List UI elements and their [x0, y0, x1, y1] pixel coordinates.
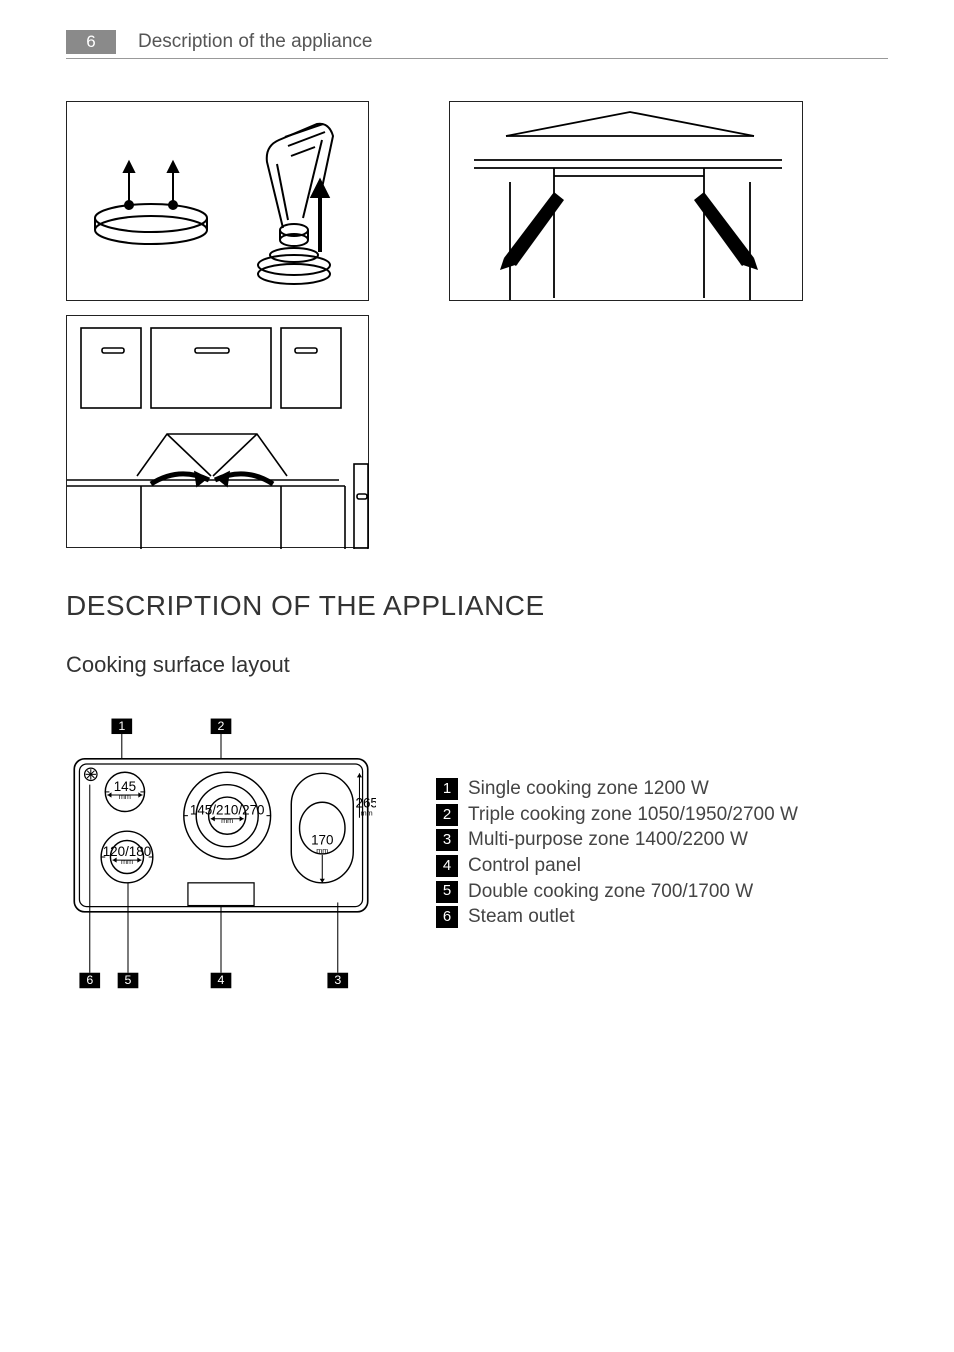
legend-badge: 6 [436, 906, 458, 928]
illustration-leveling-feet [66, 101, 369, 301]
legend-text: Double cooking zone 700/1700 W [468, 879, 753, 905]
page-header-text: Description of the appliance [138, 31, 372, 53]
svg-text:mm: mm [121, 857, 133, 866]
legend-item: 2 Triple cooking zone 1050/1950/2700 W [436, 802, 888, 828]
legend-item: 6 Steam outlet [436, 904, 888, 930]
svg-text:mm: mm [361, 809, 373, 818]
legend-text: Multi-purpose zone 1400/2200 W [468, 827, 748, 853]
legend-text: Control panel [468, 853, 581, 879]
legend-item: 5 Double cooking zone 700/1700 W [436, 879, 888, 905]
hob-layout-diagram: 145mm145/210/270mm120/180mm265mm170mm126… [66, 702, 376, 1017]
legend-badge: 3 [436, 829, 458, 851]
legend-text: Steam outlet [468, 904, 575, 930]
svg-text:4: 4 [218, 973, 225, 987]
legend-badge: 4 [436, 855, 458, 877]
page-header: 6 Description of the appliance [66, 30, 888, 59]
legend-list: 1 Single cooking zone 1200 W 2 Triple cooki… [436, 702, 888, 930]
legend-text: Single cooking zone 1200 W [468, 776, 709, 802]
section-subtitle: Cooking surface layout [66, 652, 888, 678]
illustration-pull-out [449, 101, 803, 301]
page-number-badge: 6 [66, 30, 116, 54]
install-illustrations-row [66, 101, 888, 548]
svg-text:6: 6 [86, 973, 93, 987]
legend-item: 1 Single cooking zone 1200 W [436, 776, 888, 802]
section-title: DESCRIPTION OF THE APPLIANCE [66, 590, 888, 622]
svg-text:3: 3 [334, 973, 341, 987]
svg-text:1: 1 [118, 719, 125, 733]
legend-item: 4 Control panel [436, 853, 888, 879]
svg-text:mm: mm [119, 792, 131, 801]
legend-badge: 5 [436, 881, 458, 903]
legend-badge: 1 [436, 778, 458, 800]
svg-text:mm: mm [316, 846, 328, 855]
illustration-lift-cooker [66, 315, 369, 548]
legend-text: Triple cooking zone 1050/1950/2700 W [468, 802, 798, 828]
svg-text:mm: mm [221, 816, 233, 825]
legend-item: 3 Multi-purpose zone 1400/2200 W [436, 827, 888, 853]
legend-badge: 2 [436, 804, 458, 826]
svg-text:2: 2 [218, 719, 225, 733]
svg-text:5: 5 [125, 973, 132, 987]
